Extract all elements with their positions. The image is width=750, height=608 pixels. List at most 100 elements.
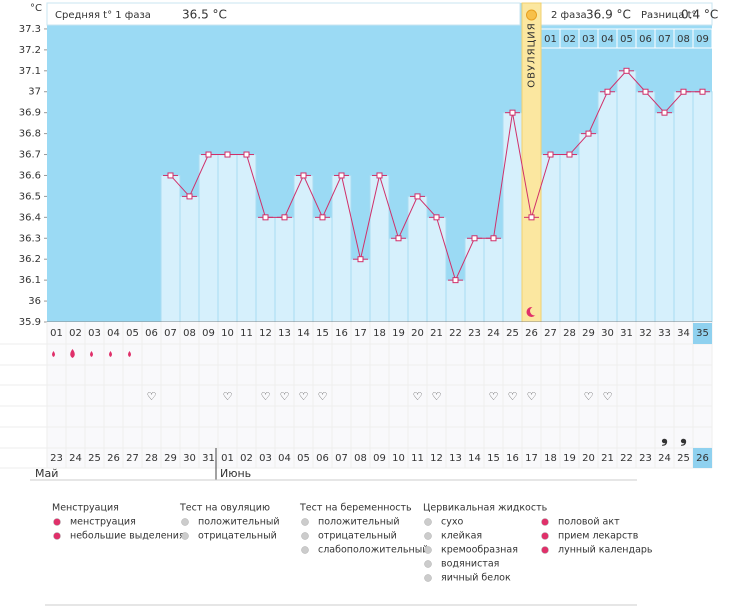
date: 26 <box>107 453 120 464</box>
point <box>357 256 364 263</box>
phase2-day: 03 <box>582 34 595 45</box>
cycle-day: 25 <box>506 328 519 339</box>
menstruation-drop <box>90 351 93 357</box>
date: 04 <box>278 453 291 464</box>
point <box>661 109 668 116</box>
cycle-day: 12 <box>259 328 272 339</box>
date: 15 <box>487 453 500 464</box>
temperature-bar <box>654 112 675 323</box>
month: Июнь <box>220 467 251 480</box>
legend-icon <box>541 546 549 554</box>
phase2-day: 06 <box>639 34 652 45</box>
temperature-bar <box>388 237 409 323</box>
cycle-day: 05 <box>126 328 139 339</box>
temperature-bar <box>635 91 656 323</box>
y-tick-label: 35.9 <box>19 317 41 328</box>
heart: ♡ <box>432 390 442 403</box>
date: 24 <box>69 453 82 464</box>
point <box>319 214 326 221</box>
point <box>547 151 554 158</box>
y-tick-label: 36.1 <box>19 275 41 286</box>
cycle-day: 29 <box>582 328 595 339</box>
point <box>433 214 440 221</box>
date: 30 <box>183 453 196 464</box>
legend-icon <box>424 532 432 540</box>
temperature-bar <box>179 195 200 323</box>
cycle-day: 02 <box>69 328 82 339</box>
legend-title: Менструация <box>52 503 119 514</box>
point <box>452 277 459 284</box>
cervical-icon: ❟ <box>661 428 667 448</box>
cycle-day: 31 <box>620 328 633 339</box>
lower-grid-bg <box>47 322 712 468</box>
temperature-bar <box>502 112 523 323</box>
legend-icon <box>301 518 309 526</box>
temperature-bar <box>312 216 333 323</box>
point <box>509 109 516 116</box>
phase2-day-cell <box>692 28 713 49</box>
menstruation-drop <box>70 349 75 358</box>
legend-item: яичный белок <box>441 573 511 584</box>
cycle-day: 16 <box>335 328 348 339</box>
heart: ♡ <box>584 390 594 403</box>
point <box>224 151 231 158</box>
point <box>623 67 630 74</box>
heart: ♡ <box>489 390 499 403</box>
point <box>699 88 706 95</box>
temperature-bar <box>407 195 428 323</box>
phase2-label: 2 фаза <box>551 10 587 21</box>
date: 19 <box>563 453 576 464</box>
y-tick-label: 36.6 <box>19 170 41 181</box>
cycle-day: 22 <box>449 328 462 339</box>
moon-cut <box>530 306 539 316</box>
point <box>376 172 383 179</box>
date: 13 <box>449 453 462 464</box>
date: 18 <box>544 453 557 464</box>
legend-item: слабоположительный <box>318 545 428 556</box>
phase2-day: 01 <box>544 34 557 45</box>
cycle-day: 28 <box>563 328 576 339</box>
heart: ♡ <box>147 390 157 403</box>
phase1-value: 36.5 °C <box>182 8 227 22</box>
date: 27 <box>126 453 139 464</box>
cycle-day: 27 <box>544 328 557 339</box>
phase1-box <box>46 2 521 26</box>
point <box>528 214 535 221</box>
point <box>414 193 421 200</box>
month: Май <box>35 467 58 480</box>
point <box>642 88 649 95</box>
current-date-cell <box>693 448 712 468</box>
point <box>281 214 288 221</box>
temperature-bar <box>426 216 447 323</box>
date: 01 <box>221 453 234 464</box>
legend-item: половой акт <box>558 517 620 528</box>
heart: ♡ <box>299 390 309 403</box>
temperature-bar <box>160 174 181 323</box>
legend-item: отрицательный <box>318 531 397 542</box>
cycle-day: 11 <box>240 328 253 339</box>
temperature-bar <box>673 91 694 323</box>
y-tick-label: 37.3 <box>19 24 41 35</box>
date: 06 <box>316 453 329 464</box>
point <box>205 151 212 158</box>
temperature-bar <box>559 154 580 323</box>
phase2-day: 07 <box>658 34 671 45</box>
date: 24 <box>658 453 671 464</box>
point <box>585 130 592 137</box>
cycle-day: 20 <box>411 328 424 339</box>
cycle-day: 08 <box>183 328 196 339</box>
point <box>167 172 174 179</box>
legend-icon <box>541 532 549 540</box>
phase2-value: 36.9 °C <box>586 8 631 22</box>
legend-item: сухо <box>441 517 463 528</box>
point <box>338 172 345 179</box>
date: 20 <box>582 453 595 464</box>
heart: ♡ <box>223 390 233 403</box>
menstruation-drop <box>52 351 55 357</box>
heart: ♡ <box>603 390 613 403</box>
cycle-day: 15 <box>316 328 329 339</box>
legend-item: клейкая <box>441 531 482 542</box>
date: 22 <box>620 453 633 464</box>
legend-icon <box>424 560 432 568</box>
cycle-day: 07 <box>164 328 177 339</box>
